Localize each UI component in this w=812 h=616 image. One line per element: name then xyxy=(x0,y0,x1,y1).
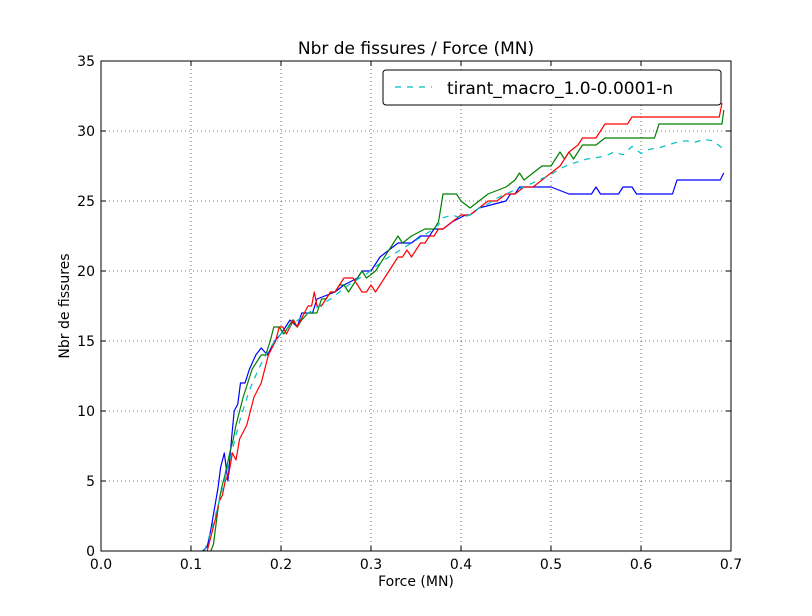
y-tick-label: 5 xyxy=(86,474,95,490)
legend-label: tirant_macro_1.0-0.0001-n xyxy=(447,79,673,99)
series-line-0 xyxy=(202,172,725,552)
x-tick-label: 0.3 xyxy=(360,557,382,573)
y-tick-label: 25 xyxy=(77,194,95,210)
x-tick-label: 0.0 xyxy=(90,557,112,573)
legend-box xyxy=(382,69,722,106)
x-tick-label: 0.5 xyxy=(540,557,562,573)
x-tick-label: 0.1 xyxy=(180,557,202,573)
plot-frame xyxy=(100,60,732,552)
legend: tirant_macro_1.0-0.0001-n xyxy=(382,69,722,106)
y-tick-label: 15 xyxy=(77,334,95,350)
y-tick-label: 20 xyxy=(77,264,95,280)
y-tick-label: 30 xyxy=(77,124,95,140)
y-tick-label: 10 xyxy=(77,404,95,420)
x-tick-label: 0.2 xyxy=(270,557,292,573)
x-tick-label: 0.6 xyxy=(630,557,652,573)
x-tick-label: 0.4 xyxy=(450,557,472,573)
series-line-2 xyxy=(206,102,723,552)
y-axis-label: Nbr de fissures xyxy=(57,253,73,358)
x-tick-label: 0.7 xyxy=(720,557,742,573)
x-axis-label: Force (MN) xyxy=(378,574,454,590)
y-tick-label: 0 xyxy=(86,544,95,560)
axis-ticks: 0.0 0.1 0.2 0.3 0.4 0.5 0.6 0.7 0 5 10 15 20 25 30 35 xyxy=(77,54,742,573)
y-tick-label: 35 xyxy=(77,54,95,70)
series-line-3 xyxy=(203,138,723,552)
series-group xyxy=(202,102,725,552)
grid xyxy=(101,61,731,551)
chart-title: Nbr de fissures / Force (MN) xyxy=(298,39,534,59)
series-line-1 xyxy=(210,109,725,552)
